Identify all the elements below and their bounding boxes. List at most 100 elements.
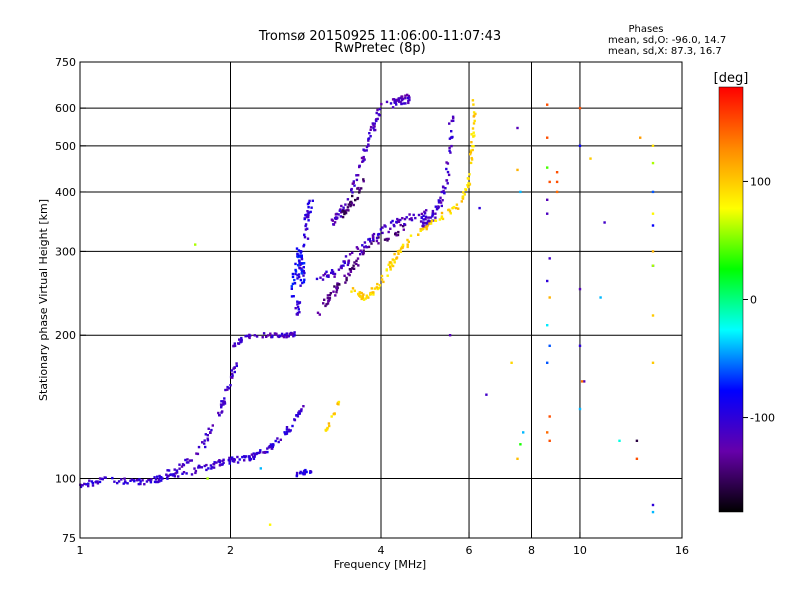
data-point xyxy=(387,237,390,241)
data-point xyxy=(294,272,297,276)
data-point xyxy=(376,282,379,286)
data-point xyxy=(175,469,179,472)
data-point xyxy=(379,228,383,231)
data-point xyxy=(248,456,252,460)
data-point xyxy=(293,331,296,334)
data-point xyxy=(324,429,328,432)
data-point xyxy=(469,161,473,165)
data-point xyxy=(207,427,210,430)
data-point xyxy=(472,111,476,114)
data-point xyxy=(193,467,196,470)
data-point xyxy=(445,161,448,164)
data-point xyxy=(385,268,388,271)
data-point xyxy=(343,212,346,216)
stats-title: Phases xyxy=(628,24,663,35)
data-point xyxy=(232,459,235,462)
data-point xyxy=(336,216,339,219)
data-point xyxy=(381,226,384,229)
data-point xyxy=(347,203,350,206)
data-point xyxy=(362,155,365,159)
data-point xyxy=(292,295,295,298)
data-point xyxy=(322,302,325,305)
data-point xyxy=(343,260,346,263)
data-point xyxy=(378,284,382,287)
data-point xyxy=(372,293,375,296)
data-point xyxy=(298,410,301,413)
data-point xyxy=(355,259,358,262)
data-point xyxy=(407,94,410,98)
data-point xyxy=(222,401,225,405)
data-point xyxy=(460,200,463,203)
data-point xyxy=(651,314,655,317)
colorbar-label: [deg] xyxy=(714,71,749,86)
data-point xyxy=(296,277,299,280)
data-point xyxy=(452,119,455,122)
data-point xyxy=(390,261,393,264)
data-point xyxy=(367,139,370,142)
data-point xyxy=(349,201,352,204)
data-point xyxy=(651,503,655,507)
data-point xyxy=(428,222,431,225)
data-point xyxy=(295,474,298,478)
data-point xyxy=(94,481,97,484)
data-point xyxy=(304,228,308,231)
data-point xyxy=(282,335,286,339)
data-point xyxy=(291,424,294,428)
data-point xyxy=(367,245,371,249)
data-point xyxy=(349,270,353,273)
data-point xyxy=(548,415,551,418)
data-point xyxy=(291,282,295,286)
data-point xyxy=(578,407,582,411)
data-point xyxy=(231,372,234,375)
data-point xyxy=(194,243,197,246)
data-point xyxy=(403,217,407,221)
data-point xyxy=(442,186,445,189)
data-point xyxy=(377,242,380,245)
data-point xyxy=(249,334,252,337)
data-point xyxy=(111,476,114,480)
colorbar-tick-label: -100 xyxy=(750,412,775,425)
data-point xyxy=(222,458,225,461)
data-point xyxy=(472,103,475,106)
data-point xyxy=(228,456,231,460)
data-point xyxy=(417,233,420,236)
data-point xyxy=(365,149,368,152)
data-point xyxy=(263,451,267,454)
data-point xyxy=(347,272,350,276)
data-point xyxy=(233,342,236,345)
data-point xyxy=(291,275,295,279)
data-point xyxy=(247,455,250,458)
data-point xyxy=(355,246,359,249)
data-point xyxy=(287,335,290,338)
data-point xyxy=(342,206,345,209)
data-point xyxy=(305,216,308,219)
data-point xyxy=(306,227,309,230)
data-point xyxy=(361,244,364,247)
data-point xyxy=(302,262,306,265)
data-point xyxy=(438,218,442,221)
data-point xyxy=(139,482,142,486)
x-tick-label: 1 xyxy=(77,544,84,557)
data-point xyxy=(407,240,410,243)
data-point xyxy=(269,332,272,335)
data-point xyxy=(464,188,467,191)
data-point xyxy=(406,238,409,242)
data-point xyxy=(397,97,400,100)
data-point xyxy=(651,250,655,253)
data-point xyxy=(182,463,186,467)
data-point xyxy=(203,464,206,468)
data-point xyxy=(300,268,303,272)
data-point xyxy=(469,149,473,152)
data-point xyxy=(353,289,356,292)
data-point xyxy=(440,190,443,194)
data-point xyxy=(319,276,322,279)
data-point xyxy=(246,334,249,338)
data-point xyxy=(139,480,142,483)
data-point xyxy=(348,268,352,271)
data-point xyxy=(469,153,472,156)
data-point xyxy=(385,100,389,104)
data-point xyxy=(472,122,476,125)
data-point xyxy=(452,205,456,209)
data-point xyxy=(337,268,341,271)
data-point xyxy=(333,272,337,276)
